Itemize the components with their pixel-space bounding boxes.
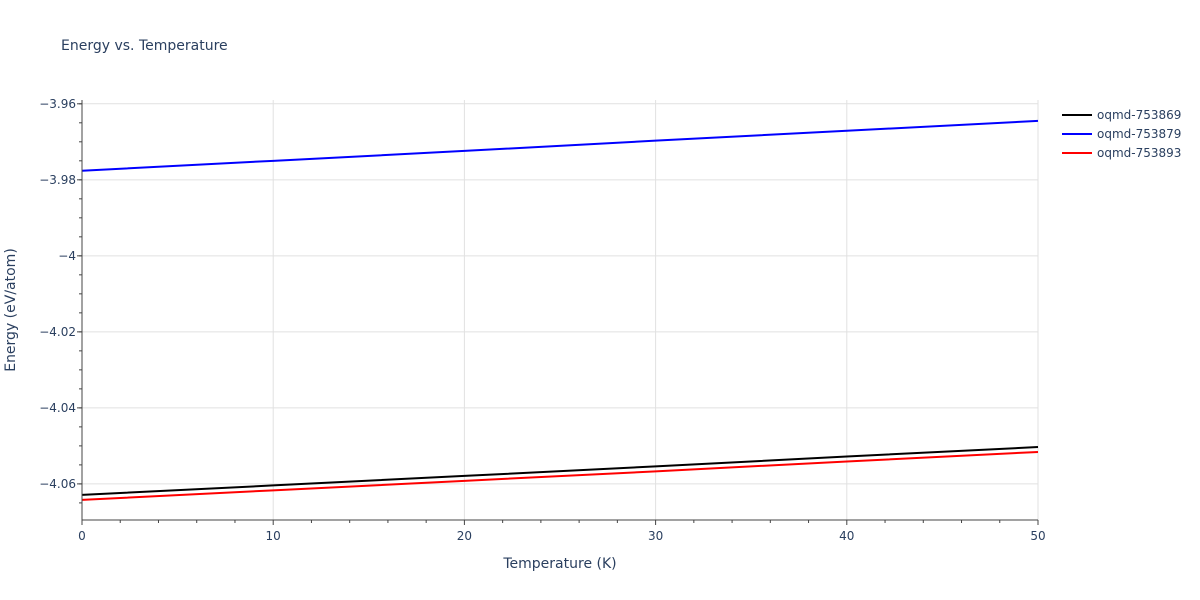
- series-line-oqmd-753893: [81, 450, 1039, 501]
- series-line-oqmd-753879: [81, 119, 1039, 172]
- legend-label: oqmd-753879: [1097, 127, 1181, 141]
- x-tick-label: 0: [78, 529, 86, 543]
- x-tick-label: 10: [266, 529, 281, 543]
- y-tick-label: −4.04: [39, 401, 76, 415]
- x-tick-label: 20: [457, 529, 472, 543]
- x-axis-title: Temperature (K): [502, 556, 616, 572]
- legend[interactable]: oqmd-753869 oqmd-753879 oqmd-753893: [1062, 108, 1181, 160]
- x-tick-label: 30: [648, 529, 663, 543]
- y-tick-label: −3.98: [39, 173, 76, 187]
- legend-label: oqmd-753893: [1097, 146, 1181, 160]
- x-tick-label: 50: [1030, 529, 1045, 543]
- y-tick-label: −4.02: [39, 325, 76, 339]
- axes: 0 10 20 30 40 50 −3.96 −3.98 −4 −4.02 −4.04 −4.06: [39, 97, 1045, 543]
- grid-lines: [82, 100, 1039, 520]
- legend-item-oqmd-753893[interactable]: oqmd-753893: [1062, 146, 1181, 160]
- legend-item-oqmd-753869[interactable]: oqmd-753869: [1062, 108, 1181, 122]
- legend-item-oqmd-753879[interactable]: oqmd-753879: [1062, 127, 1181, 141]
- y-tick-label: −4.06: [39, 477, 76, 491]
- series-line-oqmd-753869: [81, 446, 1039, 496]
- x-tick-label: 40: [839, 529, 854, 543]
- y-tick-label: −4: [58, 249, 76, 263]
- legend-label: oqmd-753869: [1097, 108, 1181, 122]
- series-lines: [81, 119, 1039, 501]
- chart-title: Energy vs. Temperature: [61, 38, 228, 54]
- y-axis-title: Energy (eV/atom): [3, 248, 19, 372]
- y-tick-label: −3.96: [39, 97, 76, 111]
